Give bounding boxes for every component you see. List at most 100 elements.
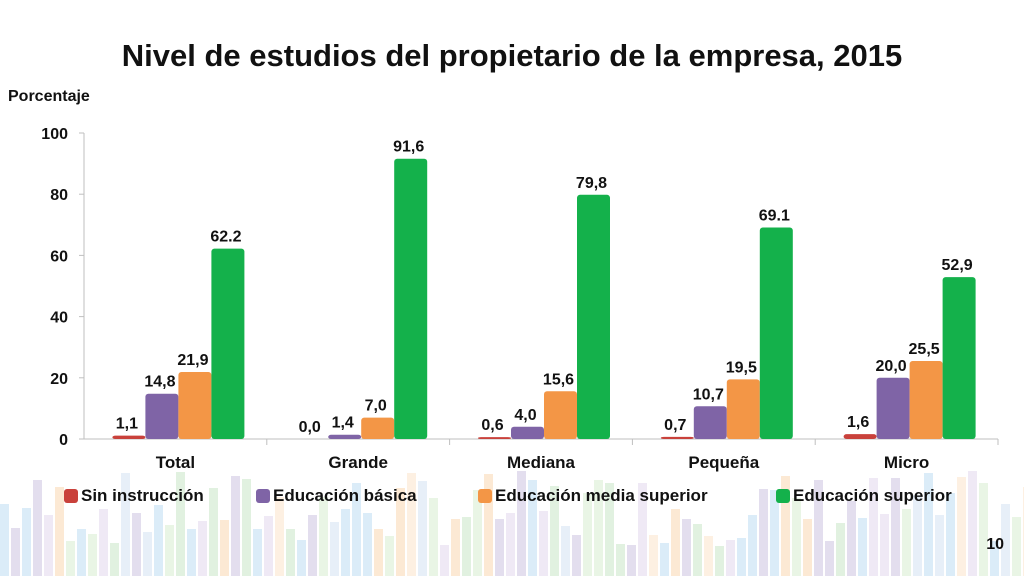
legend-item-educacion-media-superior: Educación media superior [478, 486, 708, 506]
decorative-bar [627, 545, 636, 576]
data-label: 15,6 [543, 371, 574, 388]
decorative-bar [737, 538, 746, 576]
decorative-bar [506, 513, 515, 576]
decorative-bar [924, 473, 933, 576]
decorative-bar [649, 535, 658, 576]
decorative-bar [231, 476, 240, 576]
legend-label: Sin instrucción [81, 486, 204, 505]
data-label: 14,8 [144, 374, 175, 391]
decorative-bar [352, 483, 361, 576]
decorative-bar [979, 483, 988, 576]
decorative-bar [671, 509, 680, 576]
decorative-bar [869, 478, 878, 576]
decorative-bar [319, 497, 328, 576]
decorative-bar [440, 545, 449, 576]
decorative-bar [583, 493, 592, 576]
data-label: 79,8 [576, 175, 607, 192]
data-label: 62.2 [210, 229, 241, 246]
data-label: 52,9 [942, 257, 973, 274]
legend-label: Educación básica [273, 486, 417, 505]
decorative-bar [363, 513, 372, 576]
decorative-bar [187, 529, 196, 576]
decorative-bar [638, 483, 647, 576]
decorative-bar [330, 522, 339, 576]
decorative-bar [44, 515, 53, 576]
data-label: 19,5 [726, 359, 757, 376]
data-label: 21,9 [177, 352, 208, 369]
data-label: 20,0 [876, 358, 907, 375]
y-tick-label: 60 [50, 248, 68, 265]
decorative-bar [275, 497, 284, 576]
bar [693, 406, 727, 439]
decorative-bar [143, 532, 152, 576]
bar [726, 379, 760, 439]
decorative-bar [88, 534, 97, 576]
decorative-bar [803, 519, 812, 576]
decorative-bar [66, 541, 75, 576]
decorative-bar [847, 501, 856, 576]
decorative-bar [814, 480, 823, 576]
x-tick-label: Mediana [507, 453, 576, 472]
decorative-bar [858, 518, 867, 576]
decorative-bar [462, 517, 471, 576]
decorative-bar [726, 540, 735, 576]
bar [178, 371, 212, 439]
decorative-bar [880, 514, 889, 576]
decorative-bar [418, 481, 427, 576]
decorative-bar [693, 524, 702, 576]
decorative-bar [561, 526, 570, 576]
decorative-bar [11, 528, 20, 576]
decorative-bar [682, 519, 691, 576]
decorative-bar [781, 476, 790, 576]
x-tick-label: Micro [884, 453, 929, 472]
decorative-bar [825, 541, 834, 576]
decorative-bar [1012, 517, 1021, 576]
decorative-bar [572, 535, 581, 576]
decorative-bar [341, 509, 350, 576]
bar [544, 391, 577, 439]
bar [145, 393, 179, 439]
decorative-bar [792, 498, 801, 576]
data-label: 1,4 [332, 415, 354, 432]
data-label: 0,7 [664, 417, 686, 434]
y-tick-label: 0 [59, 432, 68, 449]
data-label: 1,1 [116, 416, 138, 433]
bar [577, 194, 610, 439]
y-tick-label: 80 [50, 187, 68, 204]
decorative-bar [528, 480, 537, 576]
data-label: 69.1 [759, 208, 790, 225]
decorative-bar [374, 529, 383, 576]
bar [909, 360, 943, 439]
decorative-bar [1001, 504, 1010, 576]
decorative-bar [517, 471, 526, 576]
decorative-bar [297, 540, 306, 576]
decorative-bar [176, 472, 185, 576]
decorative-bar [550, 486, 559, 576]
decorative-bar [253, 529, 262, 576]
legend-item-sin-instruccion: Sin instrucción [64, 486, 204, 506]
y-axis-label: Porcentaje [8, 88, 90, 105]
decorative-bar [264, 516, 273, 576]
decorative-bar [209, 488, 218, 576]
bar [211, 248, 245, 439]
decorative-bar [429, 498, 438, 576]
decorative-bar [77, 529, 86, 576]
decorative-bar [913, 495, 922, 576]
decorative-bar [385, 536, 394, 576]
chart-legend: Sin instrucción Educación básica Educaci… [0, 486, 1024, 510]
data-label: 10,7 [693, 386, 724, 403]
decorative-bar [99, 509, 108, 576]
decorative-bar [55, 487, 64, 576]
chart-title: Nivel de estudios del propietario de la … [121, 38, 903, 73]
bar [876, 377, 910, 439]
decorative-bar [110, 543, 119, 576]
decorative-bar [495, 519, 504, 576]
bar [759, 227, 793, 439]
decorative-bar [748, 515, 757, 576]
bar [843, 434, 877, 439]
y-tick-label: 40 [50, 310, 68, 327]
decorative-bar [594, 480, 603, 576]
data-label: 0,6 [481, 417, 503, 434]
decorative-bar [121, 473, 130, 576]
